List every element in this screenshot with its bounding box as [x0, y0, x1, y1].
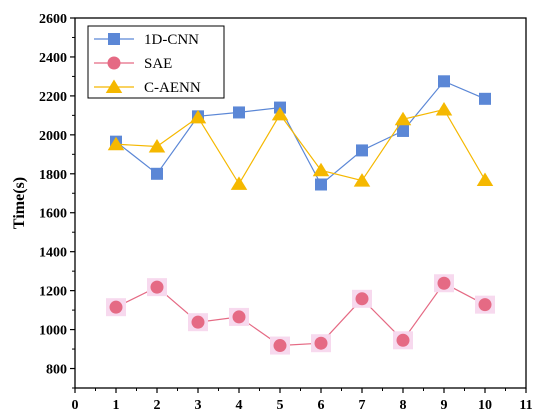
- x-tick-label: 9: [441, 398, 448, 413]
- data-point: [271, 106, 289, 121]
- series-line: [115, 282, 486, 347]
- x-tick-label: 0: [72, 398, 79, 413]
- data-point: [479, 92, 491, 105]
- legend-label: C-AENN: [144, 80, 201, 96]
- x-tick-label: 1: [113, 398, 120, 413]
- legend-marker: [105, 79, 123, 93]
- series-line: [115, 108, 486, 186]
- data-point: [189, 109, 207, 124]
- x-tick-label: 5: [277, 398, 284, 413]
- y-tick-label: 1200: [39, 285, 67, 300]
- data-point: [315, 178, 327, 191]
- y-tick-label: 2600: [39, 12, 67, 27]
- data-point: [396, 333, 410, 347]
- y-axis-title: Time(s): [11, 177, 28, 229]
- data-point: [478, 298, 492, 312]
- legend-marker: [107, 56, 121, 70]
- y-tick-label: 800: [46, 363, 67, 378]
- data-point: [107, 136, 125, 151]
- y-tick-label: 1800: [39, 168, 67, 183]
- legend-item: SAE: [94, 56, 172, 72]
- y-tick-label: 1400: [39, 246, 67, 261]
- data-point: [435, 102, 453, 116]
- data-point: [233, 106, 245, 119]
- data-point: [437, 276, 451, 290]
- y-tick-label: 2200: [39, 90, 67, 105]
- data-point: [355, 292, 369, 306]
- x-tick-label: 11: [519, 398, 532, 413]
- y-tick-label: 1000: [39, 324, 67, 339]
- data-point: [232, 310, 246, 324]
- data-point: [314, 336, 328, 350]
- data-point: [109, 300, 123, 314]
- y-tick-label: 1600: [39, 207, 67, 222]
- y-tick-label: 2400: [39, 51, 67, 66]
- data-point: [353, 173, 371, 187]
- data-point: [312, 162, 330, 177]
- axis-ticks: 0 1 2 3 4 5 6 7 8 9 10 11 800 1000 1200 1400 1600 1800 200…: [39, 12, 533, 413]
- data-point: [273, 339, 287, 353]
- data-point: [356, 144, 368, 157]
- x-tick-label: 6: [318, 398, 325, 413]
- x-tick-label: 7: [359, 398, 366, 413]
- data-point: [148, 139, 166, 153]
- data-point: [230, 176, 248, 190]
- data-point: [394, 111, 412, 126]
- legend-label: 1D-CNN: [144, 32, 199, 48]
- legend-item: C-AENN: [94, 79, 201, 96]
- data-point: [151, 167, 163, 180]
- x-tick-label: 4: [236, 398, 243, 413]
- series-SAE: [106, 274, 495, 355]
- data-point: [476, 172, 494, 187]
- series-C-AENN: [107, 102, 494, 190]
- x-tick-label: 3: [195, 398, 202, 413]
- x-tick-label: 8: [400, 398, 407, 413]
- data-point: [397, 124, 409, 137]
- legend-label: SAE: [144, 56, 172, 72]
- legend-item: 1D-CNN: [94, 32, 199, 48]
- x-tick-label: 2: [154, 398, 161, 413]
- series-line: [115, 80, 486, 186]
- x-tick-label: 10: [478, 398, 492, 413]
- data-point: [438, 75, 450, 88]
- legend-marker: [108, 33, 120, 45]
- data-point: [191, 315, 205, 329]
- legend: 1D-CNN SAE C-AENN: [87, 25, 225, 99]
- y-tick-label: 2000: [39, 129, 67, 144]
- data-point: [150, 280, 164, 294]
- series-layer: [106, 75, 495, 355]
